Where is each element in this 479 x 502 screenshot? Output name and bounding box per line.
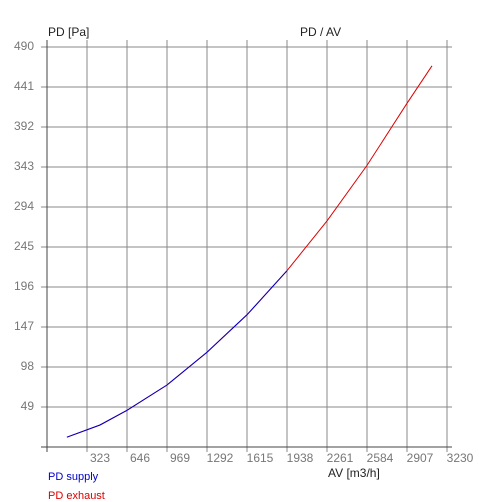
x-tick-label: 969 [170,451,190,465]
x-tick-label: 1292 [207,451,234,465]
x-axis-label: AV [m3/h] [328,466,380,480]
y-tick-label: 245 [14,239,34,253]
y-tick-label: 147 [14,319,34,333]
chart-title: PD / AV [300,25,341,39]
y-tick-label: 441 [14,79,34,93]
x-tick-label: 2907 [407,451,434,465]
legend-entry: PD supply [48,471,99,483]
x-tick-label: 646 [130,451,150,465]
x-tick-label: 3230 [447,451,474,465]
x-tick-label: 2261 [327,451,354,465]
y-tick-label: 392 [14,119,34,133]
x-tick-label: 2584 [367,451,394,465]
y-tick-label: 490 [14,39,34,53]
y-tick-label: 98 [21,359,35,373]
x-tick-label: 1938 [287,451,314,465]
legend-entry: PD exhaust [48,490,105,502]
y-tick-label: 196 [14,279,34,293]
y-tick-label: 294 [14,199,34,213]
x-tick-label: 323 [90,451,110,465]
y-tick-label: 343 [14,159,34,173]
y-tick-label: 49 [21,399,35,413]
series-line [66,65,433,438]
y-axis-label: PD [Pa] [48,25,89,39]
series-line [66,270,288,438]
x-tick-label: 1615 [247,451,274,465]
